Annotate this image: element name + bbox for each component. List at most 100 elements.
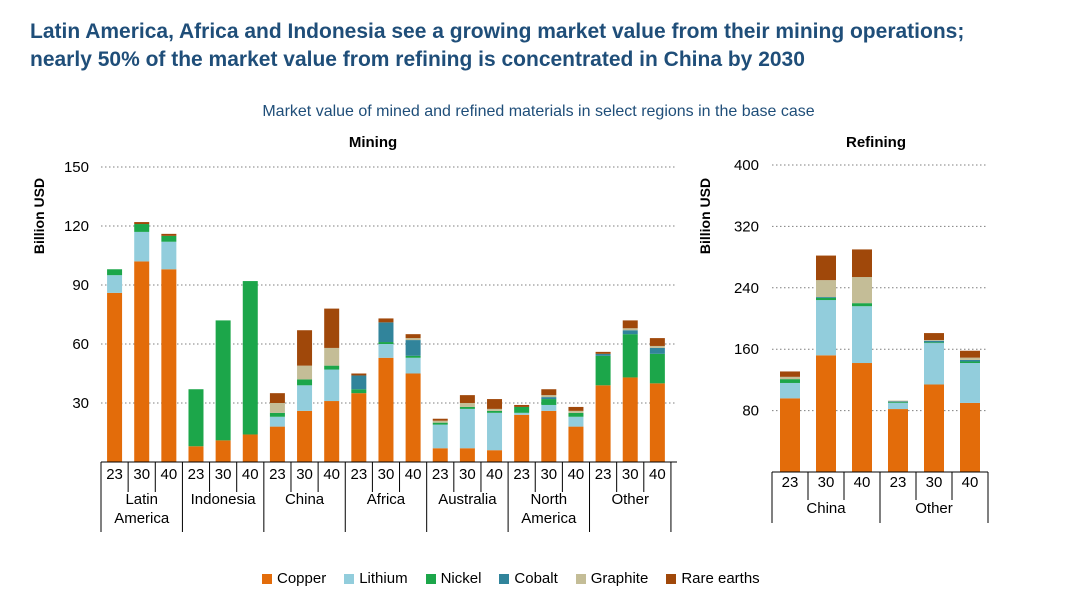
mining-bar-africa-30-cobalt — [378, 322, 394, 343]
refining-bar-other-30-rare-earths — [924, 333, 944, 340]
refining-bar-other-30-graphite — [924, 339, 944, 341]
chart-legend: Copper Lithium Nickel Cobalt Graphite Rare ea… — [262, 570, 760, 587]
mining-year-label-australia-30: 30 — [459, 466, 476, 483]
refining-bar-other-30-lithium — [924, 343, 944, 385]
mining-bar-other-40-graphite — [649, 345, 665, 348]
mining-bar-china-23-graphite — [269, 403, 285, 413]
mining-bar-latin-america-40-copper — [161, 269, 177, 462]
refining-bar-china-30-cobalt — [816, 297, 836, 298]
legend-swatch-lithium — [344, 573, 355, 584]
mining-bar-north-america-23-copper — [514, 414, 530, 462]
mining-bar-latin-america-30-lithium — [134, 231, 150, 262]
mining-year-label-north-america-40: 40 — [568, 466, 585, 483]
mining-bar-north-america-30-rare-earths — [541, 389, 557, 396]
mining-bar-china-23-rare-earths — [269, 393, 285, 403]
mining-bar-indonesia-40-nickel — [242, 281, 258, 435]
refining-bar-other-30-nickel — [924, 342, 944, 344]
mining-bar-australia-23-lithium — [432, 424, 448, 449]
refining-bar-china-23-rare-earths — [780, 371, 800, 377]
refining-bar-other-30-cobalt — [924, 340, 944, 343]
refining-bar-china-40-copper — [852, 363, 872, 472]
mining-bar-other-30-cobalt — [622, 330, 638, 335]
mining-bar-indonesia-30-nickel — [215, 320, 231, 441]
mining-bar-australia-23-rare-earths — [432, 418, 448, 421]
mining-year-label-indonesia-40: 40 — [242, 466, 259, 483]
mining-bar-north-america-40-graphite — [568, 410, 584, 413]
legend-label-copper: Copper — [277, 570, 327, 587]
refining-y-tick-400: 400 — [734, 157, 759, 174]
mining-bar-australia-30-graphite — [459, 403, 475, 407]
mining-bar-indonesia-23-nickel — [188, 389, 204, 447]
mining-bar-china-30-nickel — [297, 379, 313, 386]
mining-bar-africa-23-copper — [351, 393, 367, 462]
mining-bar-africa-30-nickel — [378, 342, 394, 344]
mining-year-label-indonesia-23: 23 — [188, 466, 205, 483]
refining-y-tick-80: 80 — [742, 403, 759, 420]
legend-label-nickel: Nickel — [440, 570, 482, 587]
mining-bar-china-30-copper — [297, 410, 313, 462]
mining-panel-title: Mining — [349, 134, 397, 151]
mining-y-tick-150: 150 — [64, 159, 89, 176]
mining-y-tick-120: 120 — [64, 218, 89, 235]
legend-item-lithium: Lithium — [344, 570, 408, 587]
mining-bar-latin-america-23-nickel — [107, 269, 123, 276]
mining-bar-north-america-30-lithium — [541, 404, 557, 411]
mining-y-tick-60: 60 — [72, 336, 89, 353]
refining-year-label-china-30: 30 — [818, 474, 835, 491]
refining-year-label-other-40: 40 — [962, 474, 979, 491]
refining-bar-china-40-nickel — [852, 303, 872, 307]
mining-year-label-north-america-30: 30 — [540, 466, 557, 483]
mining-bar-australia-30-copper — [459, 448, 475, 462]
refining-bar-china-23-graphite — [780, 376, 800, 380]
mining-bar-australia-30-rare-earths — [459, 395, 475, 403]
mining-year-label-other-40: 40 — [649, 466, 666, 483]
mining-bar-indonesia-30-copper — [215, 440, 231, 462]
mining-bar-australia-40-nickel — [487, 410, 503, 413]
mining-group-label-china: China — [285, 491, 325, 508]
mining-bar-latin-america-40-lithium — [161, 241, 177, 270]
mining-bar-australia-30-nickel — [459, 406, 475, 409]
mining-bar-australia-40-rare-earths — [487, 399, 503, 409]
headline-line-1: Latin America, Africa and Indonesia see … — [30, 20, 965, 43]
mining-bar-other-30-copper — [622, 377, 638, 462]
mining-bar-africa-30-rare-earths — [378, 318, 394, 323]
mining-bar-australia-23-copper — [432, 448, 448, 462]
mining-bar-indonesia-23-copper — [188, 446, 204, 462]
mining-bar-north-america-40-lithium — [568, 416, 584, 427]
refining-bar-china-40-graphite — [852, 277, 872, 304]
mining-bar-other-23-rare-earths — [595, 351, 611, 354]
mining-bar-africa-23-rare-earths — [351, 373, 367, 376]
mining-year-label-latin-america-23: 23 — [106, 466, 123, 483]
refining-bar-china-40-lithium — [852, 306, 872, 364]
mining-bar-china-30-lithium — [297, 385, 313, 411]
refining-panel-title: Refining — [846, 134, 906, 151]
mining-group-label-north-america: North — [530, 491, 567, 508]
mining-year-label-china-30: 30 — [296, 466, 313, 483]
refining-group-label-china: China — [806, 500, 846, 517]
legend-item-nickel: Nickel — [425, 570, 482, 587]
refining-bar-other-23-nickel — [888, 402, 908, 403]
mining-year-label-africa-30: 30 — [378, 466, 395, 483]
mining-year-label-africa-23: 23 — [350, 466, 367, 483]
mining-bar-other-23-nickel — [595, 355, 611, 386]
mining-y-tick-90: 90 — [72, 277, 89, 294]
refining-year-label-other-23: 23 — [890, 474, 907, 491]
mining-bar-other-40-nickel — [649, 353, 665, 384]
mining-group-label-other: Other — [611, 491, 649, 508]
mining-bar-china-40-copper — [324, 401, 340, 462]
refining-bar-china-40-rare-earths — [852, 249, 872, 278]
refining-year-label-other-30: 30 — [926, 474, 943, 491]
mining-y-tick-30: 30 — [72, 395, 89, 412]
mining-group-label-north-america: America — [521, 510, 577, 527]
mining-bar-north-america-40-nickel — [568, 412, 584, 417]
mining-bar-africa-40-cobalt — [405, 340, 421, 356]
legend-swatch-graphite — [575, 573, 586, 584]
mining-bar-china-23-lithium — [269, 416, 285, 427]
mining-bar-north-america-40-copper — [568, 426, 584, 462]
legend-swatch-copper — [262, 573, 272, 584]
chart-subtitle: Market value of mined and refined materi… — [262, 103, 815, 120]
mining-bar-latin-america-40-nickel — [161, 235, 177, 242]
mining-bar-africa-30-lithium — [378, 344, 394, 358]
refining-bar-other-40-lithium — [960, 363, 980, 403]
